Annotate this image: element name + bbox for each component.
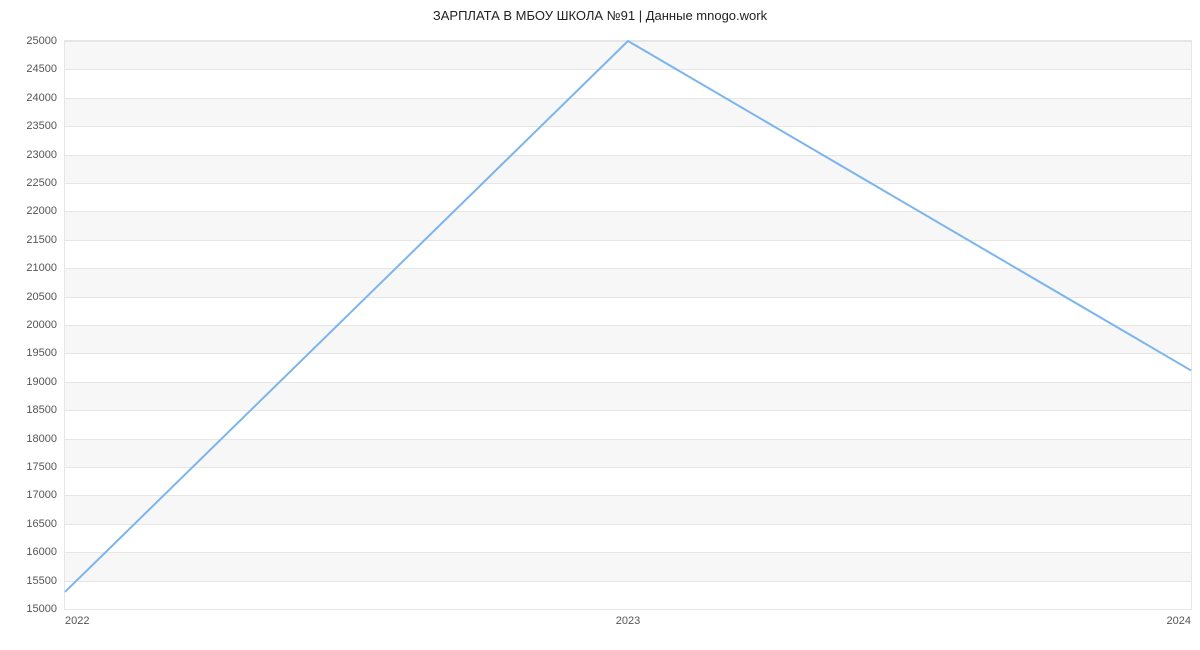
y-tick-label: 17000 — [26, 489, 65, 501]
y-tick-label: 21000 — [26, 262, 65, 274]
y-tick-label: 22500 — [26, 177, 65, 189]
x-tick-label: 2024 — [1167, 609, 1191, 627]
series-layer — [65, 41, 1191, 609]
y-tick-label: 20000 — [26, 319, 65, 331]
y-tick-label: 23000 — [26, 149, 65, 161]
salary-line-chart: ЗАРПЛАТА В МБОУ ШКОЛА №91 | Данные mnogo… — [0, 0, 1200, 650]
y-tick-label: 18000 — [26, 433, 65, 445]
y-tick-label: 18500 — [26, 404, 65, 416]
chart-title: ЗАРПЛАТА В МБОУ ШКОЛА №91 | Данные mnogo… — [0, 8, 1200, 23]
y-tick-label: 16500 — [26, 518, 65, 530]
y-tick-label: 24500 — [26, 63, 65, 75]
y-tick-label: 15000 — [26, 603, 65, 615]
x-tick-label: 2022 — [65, 609, 89, 627]
y-tick-label: 16000 — [26, 546, 65, 558]
x-tick-label: 2023 — [616, 609, 640, 627]
y-tick-label: 25000 — [26, 35, 65, 47]
y-tick-label: 19000 — [26, 376, 65, 388]
plot-area: 1500015500160001650017000175001800018500… — [64, 40, 1192, 610]
y-tick-label: 24000 — [26, 92, 65, 104]
y-tick-label: 15500 — [26, 575, 65, 587]
y-tick-label: 19500 — [26, 347, 65, 359]
y-tick-label: 21500 — [26, 234, 65, 246]
series-line-salary — [65, 41, 1191, 592]
y-tick-label: 22000 — [26, 205, 65, 217]
y-tick-label: 17500 — [26, 461, 65, 473]
y-tick-label: 20500 — [26, 291, 65, 303]
y-tick-label: 23500 — [26, 120, 65, 132]
